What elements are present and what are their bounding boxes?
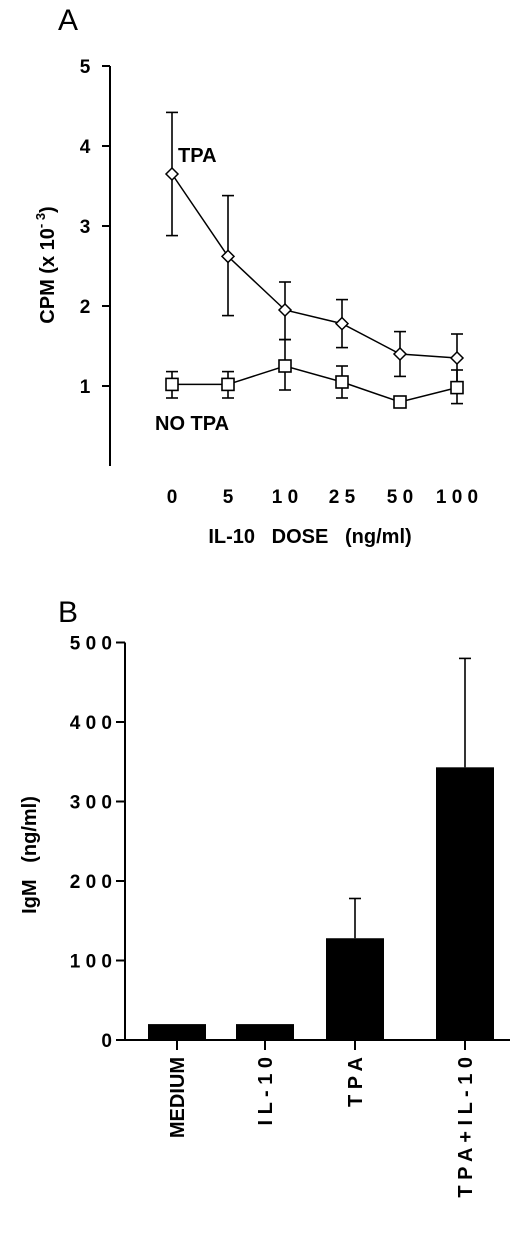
panel-a-series-line	[172, 365, 458, 403]
panel-a-point	[164, 166, 180, 182]
panel-b-x-tick-label: T P A	[345, 1057, 367, 1107]
panel-a-y-tick-label: 4	[80, 137, 91, 158]
panel-a-point	[393, 395, 407, 409]
panel-a-x-tick-label: 1 0	[272, 487, 298, 508]
panel-b-y-tick-label: 3 0 0	[70, 793, 112, 814]
panel-b-x-tick-label: MEDIUM	[167, 1057, 189, 1138]
panel-b-plot: 0 1 0 0 2 0 0 3 0 0 4 0 0 5 0 0 MEDIUM I L - 1 …	[70, 634, 510, 1198]
panel-b-y-tick-label: 0	[101, 1031, 112, 1052]
panel-b-y-axis-label: IgM (ng/ml)	[19, 796, 41, 914]
panel-a-point	[392, 346, 408, 362]
panel-a-y-axis-label: CPM (x 10- 3)	[33, 206, 59, 323]
panel-a-y-tick-label: 3	[80, 217, 91, 238]
panel-a-x-tick-label: 5	[223, 487, 234, 508]
panel-b-y-tick-label: 4 0 0	[70, 713, 112, 734]
panel-a-series-label: NO TPA	[155, 413, 229, 435]
panel-a-point	[277, 302, 293, 318]
panel-a-point	[450, 380, 464, 395]
panel-a-x-tick-label: 5 0	[387, 487, 413, 508]
panel-a-plot: 1 2 3 4 5 0 5 1 0 2 5 5 0 1 0 0 TPA NO TPA	[80, 57, 478, 508]
panel-b-bar	[236, 1024, 294, 1040]
panel-b-x-tick-label: I L - 1 0	[255, 1057, 277, 1126]
panel-b-x-tick-label: T P A + I L - 1 0	[455, 1057, 477, 1198]
panel-b-bar	[436, 767, 494, 1040]
panel-a-letter: A	[58, 4, 78, 37]
panel-b-y-tick-label: 5 0 0	[70, 634, 112, 655]
panel-a-x-tick-label: 0	[167, 487, 178, 508]
panel-a-point	[165, 377, 179, 392]
panel-a-series-line	[171, 173, 458, 359]
panel-b-y-tick-label: 2 0 0	[70, 872, 112, 893]
panel-b-letter: B	[58, 596, 78, 629]
panel-a-x-tick-label: 1 0 0	[436, 487, 478, 508]
panel-a-y-tick-label: 1	[80, 377, 91, 398]
panel-b-bar	[326, 938, 384, 1040]
panel-a-y-tick-label: 2	[80, 297, 91, 318]
panel-a-point	[220, 249, 236, 264]
panel-a-y-tick-label: 5	[80, 57, 91, 78]
panel-a-x-tick-label: 2 5	[329, 487, 356, 508]
panel-a-point	[278, 359, 292, 373]
panel-a-point	[449, 350, 465, 366]
panel-b-y-tick-label: 1 0 0	[70, 952, 112, 973]
panel-b-bar	[148, 1024, 206, 1040]
panel-a-point	[334, 316, 350, 331]
panel-a-point	[335, 375, 349, 389]
panel-a-series-label: TPA	[178, 145, 217, 167]
panel-a-point	[221, 377, 235, 392]
panel-a-x-axis-label: IL-10 DOSE (ng/ml)	[208, 526, 411, 548]
